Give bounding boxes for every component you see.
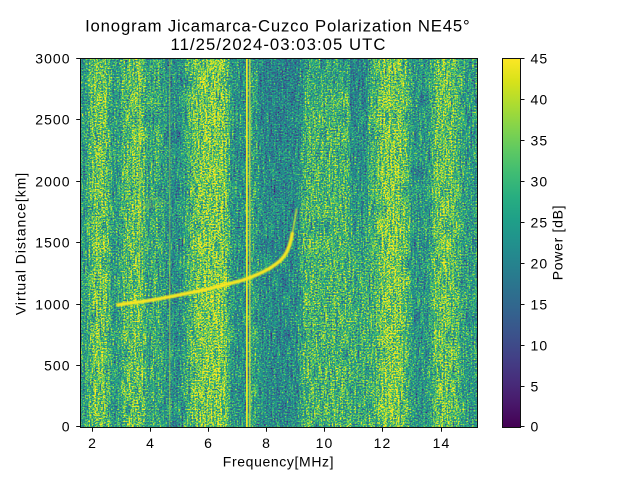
svg-text:Frequency[MHz]: Frequency[MHz] — [223, 454, 334, 470]
svg-text:8: 8 — [262, 435, 271, 451]
svg-text:3000: 3000 — [35, 51, 70, 67]
svg-text:4: 4 — [146, 435, 155, 451]
svg-text:6: 6 — [204, 435, 213, 451]
svg-text:20: 20 — [531, 256, 549, 272]
svg-text:14: 14 — [433, 435, 451, 451]
svg-text:35: 35 — [531, 133, 549, 149]
svg-text:Ionogram Jicamarca-Cuzco Polar: Ionogram Jicamarca-Cuzco Polarization NE… — [85, 16, 470, 35]
svg-text:2500: 2500 — [35, 112, 70, 128]
svg-text:5: 5 — [531, 379, 540, 395]
svg-text:Virtual Distance[km]: Virtual Distance[km] — [12, 172, 28, 315]
svg-text:10: 10 — [531, 338, 549, 354]
svg-text:1500: 1500 — [35, 235, 70, 251]
svg-text:500: 500 — [44, 358, 71, 374]
svg-text:25: 25 — [531, 215, 549, 231]
svg-text:0: 0 — [62, 419, 71, 435]
svg-text:2: 2 — [88, 435, 97, 451]
svg-text:30: 30 — [531, 174, 549, 190]
svg-text:10: 10 — [316, 435, 334, 451]
svg-text:45: 45 — [531, 51, 549, 67]
svg-text:40: 40 — [531, 92, 549, 108]
svg-text:12: 12 — [374, 435, 392, 451]
svg-text:1000: 1000 — [35, 297, 70, 313]
svg-text:2000: 2000 — [35, 174, 70, 190]
svg-text:0: 0 — [531, 419, 540, 435]
svg-text:11/25/2024-03:03:05 UTC: 11/25/2024-03:03:05 UTC — [171, 35, 387, 54]
svg-text:15: 15 — [531, 297, 549, 313]
svg-text:Power [dB]: Power [dB] — [550, 205, 566, 280]
